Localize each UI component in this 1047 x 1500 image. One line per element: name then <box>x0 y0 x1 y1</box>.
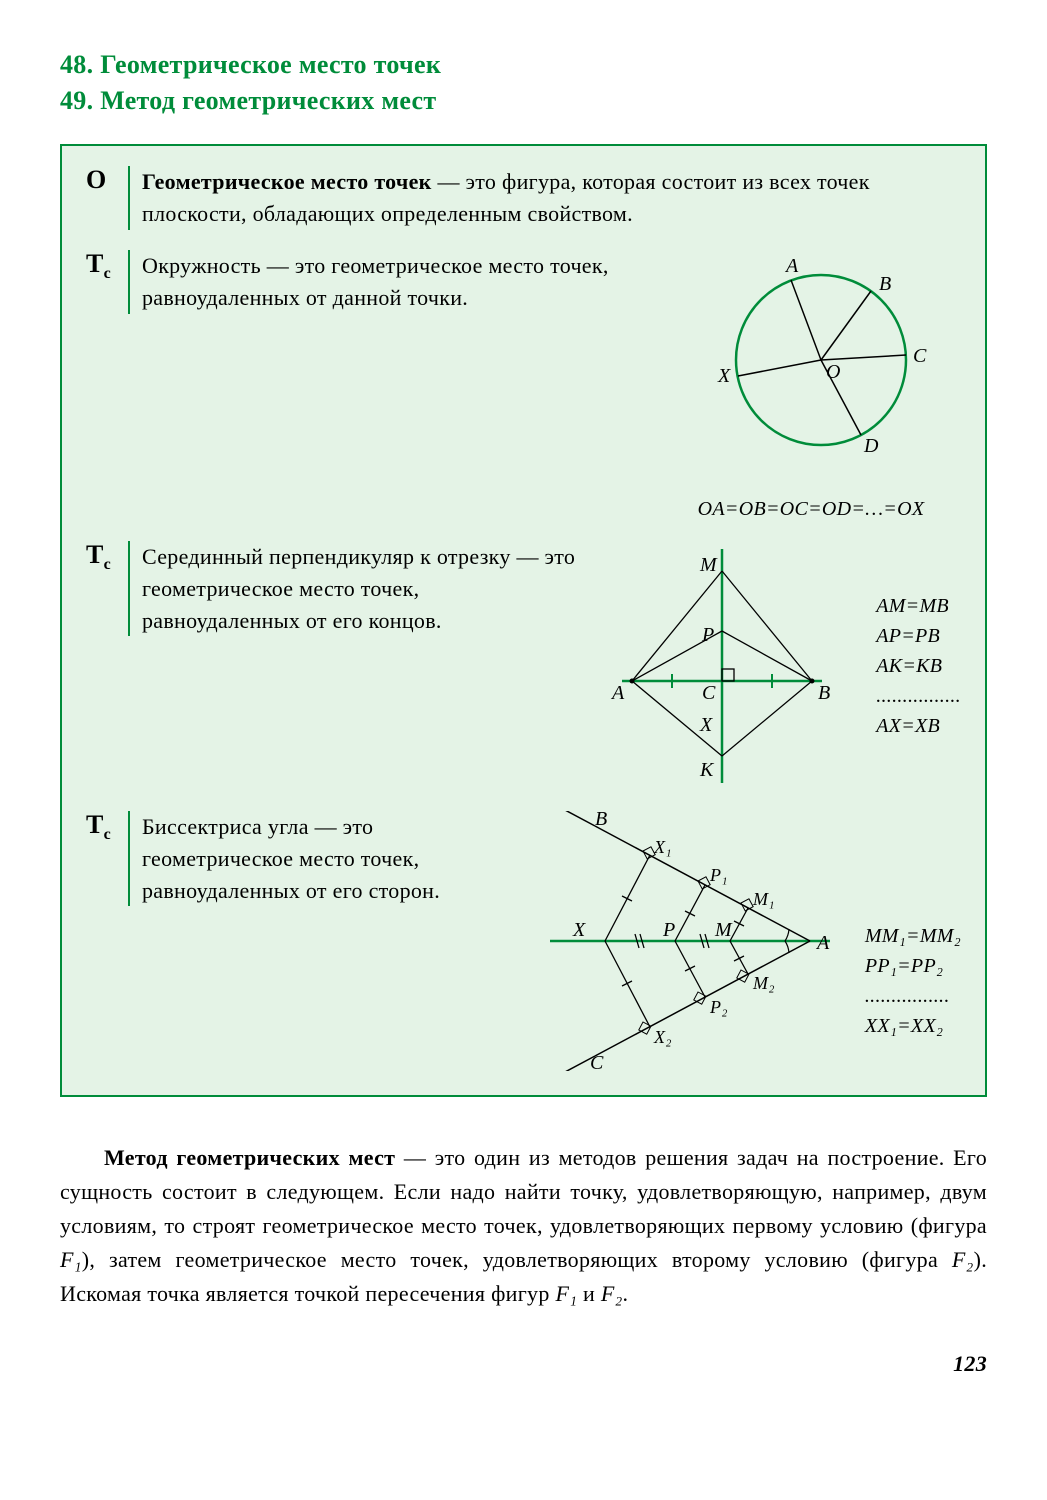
eq-line: ................ <box>876 681 961 711</box>
perp-figure: M P C X K A B <box>592 541 852 791</box>
para-text-4: и <box>577 1281 601 1306</box>
svg-text:B: B <box>879 273 892 295</box>
bisect-figure: A B C X P M X₁ P₁ M₁ X₂ P₂ M₂ <box>535 811 845 1071</box>
tc1-equation: OA=OB=OC=OD=…=OX <box>661 498 961 521</box>
svg-text:K: K <box>699 759 715 781</box>
svg-text:M₁: M₁ <box>752 889 775 909</box>
eq-line: XX₁=XX₂ <box>865 1011 961 1041</box>
svg-text:X: X <box>717 365 731 387</box>
perp-figure-wrap: M P C X K A B AM=MB AP=PB AK=KB ........… <box>592 541 961 791</box>
def-O-term: Геометрическое место точек <box>142 169 432 194</box>
entry-tc-bisect: Тс Биссектриса угла — это геометрическое… <box>86 811 961 1071</box>
svg-text:P₁: P₁ <box>709 865 728 885</box>
circle-figure: A B C D X O OA=OB=OC=OD=…=OX <box>661 250 961 521</box>
svg-text:A: A <box>610 682 625 704</box>
svg-text:P₂: P₂ <box>709 997 728 1017</box>
marker-Tc-2: Тс <box>86 541 128 574</box>
para-text-5: . <box>623 1281 629 1306</box>
svg-text:P: P <box>701 624 715 646</box>
svg-text:X: X <box>699 714 713 736</box>
svg-text:B: B <box>818 682 831 704</box>
svg-text:C: C <box>702 682 716 704</box>
entry-tc-circle: Тс Окружность — это геометрическое место… <box>86 250 961 521</box>
heading-49: 49. Метод геометрических мест <box>60 86 987 116</box>
svg-text:O: O <box>826 361 841 383</box>
tc2-equations: AM=MB AP=PB AK=KB ................ AX=XB <box>870 591 961 741</box>
entry-definition-O: О Геометрическое место точек — это фигур… <box>86 166 961 230</box>
para-f2: F₂ <box>952 1247 974 1272</box>
svg-text:M₂: M₂ <box>752 973 775 993</box>
tc3-equations: MM₁=MM₂ PP₁=PP₂ ................ XX₁=XX₂ <box>859 921 961 1041</box>
eq-line: PP₁=PP₂ <box>865 951 961 981</box>
svg-text:B: B <box>595 811 608 830</box>
svg-text:A: A <box>815 932 830 954</box>
entry-tc-perp: Тс Серединный перпендикуляр к отрезку — … <box>86 541 961 791</box>
eq-line: AK=KB <box>876 651 961 681</box>
para-f1: F₁ <box>60 1247 82 1272</box>
svg-text:M: M <box>714 919 733 941</box>
marker-Tc-3: Тс <box>86 811 128 844</box>
tc1-text: Окружность — это геометрическое место то… <box>128 250 647 314</box>
svg-text:C: C <box>913 345 927 367</box>
para-f2b: F₂ <box>601 1281 623 1306</box>
definition-box: О Геометрическое место точек — это фигур… <box>60 144 987 1097</box>
svg-text:X: X <box>572 919 586 941</box>
svg-text:A: A <box>784 255 799 277</box>
eq-line: MM₁=MM₂ <box>865 921 961 951</box>
svg-text:D: D <box>863 435 879 457</box>
para-text-2: ), затем геометрическое место точек, удо… <box>82 1247 952 1272</box>
eq-line: ................ <box>865 981 961 1011</box>
marker-O: О <box>86 166 128 195</box>
tc2-text: Серединный перпендикуляр к отрезку — это… <box>128 541 578 637</box>
para-bold: Метод геометрических мест <box>104 1145 395 1170</box>
svg-text:X₁: X₁ <box>653 837 672 857</box>
def-O-body: Геометрическое место точек — это фигура,… <box>128 166 961 230</box>
bisect-figure-wrap: A B C X P M X₁ P₁ M₁ X₂ P₂ M₂ MM₁=MM₂ PP… <box>535 811 961 1071</box>
para-f1b: F₁ <box>555 1281 577 1306</box>
marker-Tc-1: Тс <box>86 250 128 283</box>
svg-text:C: C <box>590 1052 604 1071</box>
eq-line: AP=PB <box>876 621 961 651</box>
svg-text:M: M <box>699 554 718 576</box>
page-number: 123 <box>60 1351 987 1377</box>
svg-text:X₂: X₂ <box>653 1027 672 1047</box>
heading-48: 48. Геометрическое место точек <box>60 50 987 80</box>
eq-line: AM=MB <box>876 591 961 621</box>
eq-line: AX=XB <box>876 711 961 741</box>
svg-text:P: P <box>662 919 676 941</box>
tc3-text: Биссектриса угла — это геометрическое ме… <box>128 811 521 907</box>
method-paragraph: Метод геометрических мест — это один из … <box>60 1141 987 1311</box>
